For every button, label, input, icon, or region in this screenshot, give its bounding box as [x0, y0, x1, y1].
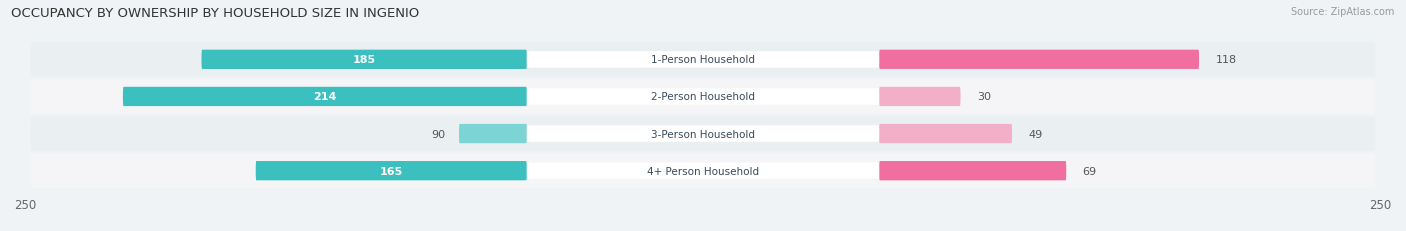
- FancyBboxPatch shape: [31, 154, 1375, 188]
- FancyBboxPatch shape: [879, 87, 960, 107]
- Text: 49: 49: [1028, 129, 1042, 139]
- FancyBboxPatch shape: [31, 80, 1375, 114]
- FancyBboxPatch shape: [879, 124, 1012, 144]
- FancyBboxPatch shape: [256, 161, 527, 181]
- Text: 165: 165: [380, 166, 404, 176]
- Text: 4+ Person Household: 4+ Person Household: [647, 166, 759, 176]
- Text: Source: ZipAtlas.com: Source: ZipAtlas.com: [1291, 7, 1395, 17]
- FancyBboxPatch shape: [527, 126, 879, 142]
- Text: 30: 30: [977, 92, 991, 102]
- Text: 118: 118: [1215, 55, 1236, 65]
- Text: OCCUPANCY BY OWNERSHIP BY HOUSEHOLD SIZE IN INGENIO: OCCUPANCY BY OWNERSHIP BY HOUSEHOLD SIZE…: [11, 7, 419, 20]
- FancyBboxPatch shape: [879, 50, 1199, 70]
- FancyBboxPatch shape: [527, 163, 879, 179]
- FancyBboxPatch shape: [458, 124, 527, 144]
- Text: 90: 90: [432, 129, 446, 139]
- Text: 1-Person Household: 1-Person Household: [651, 55, 755, 65]
- FancyBboxPatch shape: [527, 52, 879, 68]
- FancyBboxPatch shape: [31, 117, 1375, 151]
- Text: 214: 214: [314, 92, 336, 102]
- Text: 2-Person Household: 2-Person Household: [651, 92, 755, 102]
- Text: 3-Person Household: 3-Person Household: [651, 129, 755, 139]
- Text: 185: 185: [353, 55, 375, 65]
- FancyBboxPatch shape: [527, 89, 879, 105]
- Text: 69: 69: [1083, 166, 1097, 176]
- FancyBboxPatch shape: [879, 161, 1066, 181]
- FancyBboxPatch shape: [201, 50, 527, 70]
- FancyBboxPatch shape: [122, 87, 527, 107]
- FancyBboxPatch shape: [31, 43, 1375, 77]
